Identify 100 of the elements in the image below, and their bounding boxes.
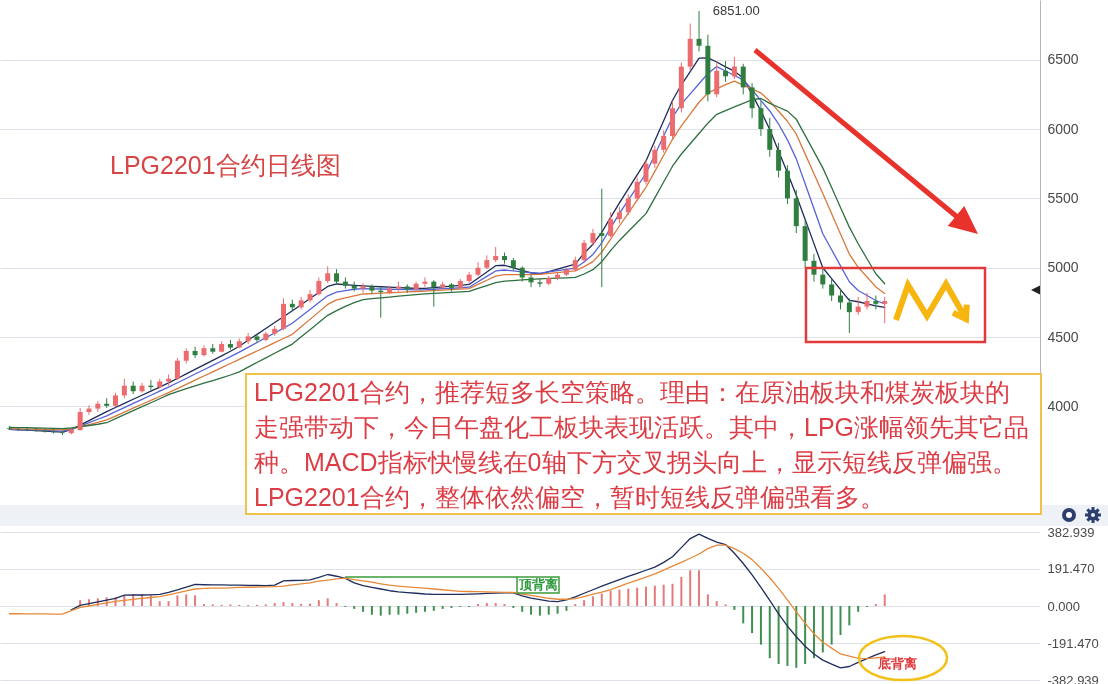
y-tick-label: 5000 [1047,259,1079,276]
bar [291,603,294,606]
bar [812,606,815,659]
annotation: 6851.00 [712,2,760,19]
candlestick [369,283,375,295]
bar [715,601,718,606]
candlestick [581,239,587,263]
bar [636,587,639,606]
y-tick-label: -191.470 [1047,635,1099,651]
y-tick-label: 6000 [1047,120,1079,137]
bar [538,606,541,616]
bar [362,606,365,612]
candlestick [749,82,755,119]
candlestick [740,63,746,95]
y-tick-label: 191.470 [1047,561,1095,577]
bar [591,596,594,606]
bar [618,589,621,606]
bar [423,606,426,612]
bar [627,588,630,606]
bar [485,603,488,606]
y-tick-label: 4500 [1047,328,1079,345]
annotation: LPG2201合约，推荐短多长空策略。理由：在原油板块和煤炭板块的走强带动下，今日午盘化工板块表现活跃。其中，LPG涨幅领先其它品种。MACD指标快慢线在0轴下方交叉拐头向上，显示短线反弹偏强。 [254,377,1031,478]
y-tick-label: -382.939 [1047,672,1099,684]
bar [742,606,745,624]
bar [326,598,329,606]
bar [167,601,170,606]
bar [565,606,568,611]
bar [556,606,559,614]
candlestick [360,282,366,294]
y-tick-label: 0.000 [1047,598,1081,614]
bar [689,570,692,606]
candlestick [528,274,534,288]
text: LPG2201合约日线图 [110,150,341,180]
bar [185,594,188,606]
candlestick [316,276,322,297]
bar [149,595,152,606]
bar [194,595,197,606]
candlestick [829,278,835,302]
candlestick [77,407,83,432]
bar [158,601,161,606]
bar [883,594,886,606]
candlestick [625,193,631,216]
bar [335,603,338,606]
bar [441,606,444,609]
candlestick [599,188,605,288]
candlestick [776,142,782,179]
bar [406,606,409,614]
candlestick [882,296,888,324]
candlestick [24,427,30,432]
y-tick-label: 5500 [1047,189,1079,206]
candlestick [873,295,879,310]
bar [600,593,603,606]
candlestick [767,117,773,158]
bar [415,606,418,613]
bar [370,606,373,615]
candlestick [475,261,481,277]
bar [176,595,179,606]
candlestick [192,346,198,359]
bar [680,577,683,606]
candlestick [608,211,614,238]
candlestick [661,129,667,154]
bar [609,590,612,606]
candlestick [33,427,39,433]
bar [786,606,789,666]
bar [777,606,780,664]
bar [857,606,860,612]
bar [662,584,665,606]
candlestick [634,177,640,202]
bar [698,570,701,606]
y-tick-label: 4000 [1047,398,1079,414]
bar [432,606,435,611]
candlestick [121,378,127,399]
bar [644,586,647,606]
candlestick [864,292,870,310]
candlestick [174,357,180,381]
bar [521,606,524,612]
candlestick [254,333,260,344]
bar [547,606,550,615]
bar [839,606,842,635]
bar [733,606,736,610]
bar [759,606,762,645]
candlestick [696,10,702,52]
bar [494,603,497,606]
bar [804,606,807,664]
bar [768,606,771,659]
bar [583,600,586,606]
candlestick [731,56,737,80]
candlestick [307,289,313,303]
bar [388,606,391,615]
bar [379,606,382,616]
bar [317,600,320,606]
bar [397,606,400,615]
bar [848,606,851,626]
bar [353,606,356,609]
bar [821,606,824,653]
candlestick [245,332,251,345]
annotation: 底背离 [877,655,917,672]
candlestick [201,344,207,358]
candlestick [643,159,649,186]
y-tick-label: 382.939 [1047,524,1095,540]
